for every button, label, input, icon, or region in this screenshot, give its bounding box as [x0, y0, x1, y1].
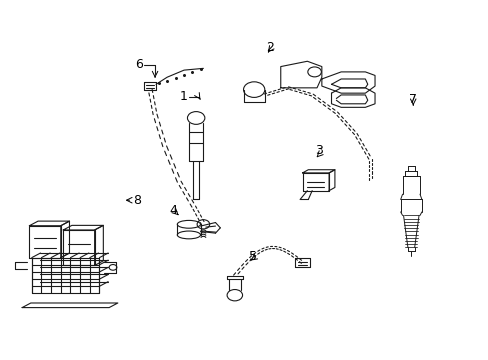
Text: 8: 8 [133, 194, 141, 207]
Text: 7: 7 [408, 93, 416, 106]
Text: 2: 2 [265, 41, 273, 54]
Text: 5: 5 [249, 250, 257, 263]
Text: 6: 6 [135, 58, 143, 71]
Text: 1: 1 [180, 90, 187, 103]
Text: 4: 4 [169, 204, 177, 217]
Text: 3: 3 [315, 144, 323, 157]
